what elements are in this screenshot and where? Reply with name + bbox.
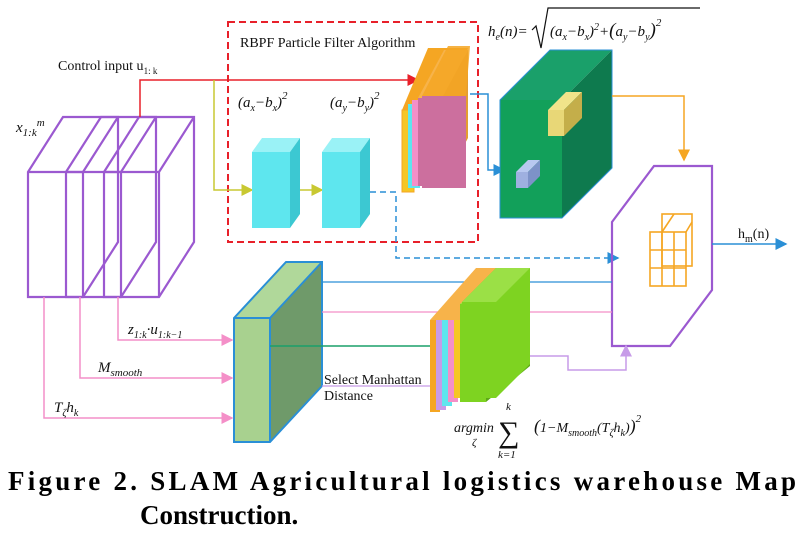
rbpf-stack: [401, 46, 470, 193]
ax-bx-label: (ax−bx)2: [238, 90, 288, 114]
caption-line-1: Figure 2. SLAM Agricultural logistics wa…: [8, 466, 796, 496]
argmin-label: argmin: [454, 421, 494, 436]
control-input-arrow: [139, 74, 420, 117]
rbpf-box: [227, 21, 479, 243]
input-frame-stack: [26, 115, 196, 299]
select-manhattan-label-2: Distance: [324, 389, 373, 404]
input-frame-2: [64, 115, 158, 299]
he-formula: he(n)=: [488, 24, 528, 43]
m-smooth-label: Msmooth: [97, 360, 143, 379]
caption-line-2: Construction.: [140, 500, 298, 530]
green-block-yellow-cube: [548, 92, 582, 136]
orange-arrow: [612, 95, 690, 162]
pink-arrow-z: [117, 297, 234, 346]
lime-stack: [430, 268, 530, 412]
cyan-block-2: [322, 138, 370, 228]
olive-block: [233, 261, 323, 443]
sum-body: (1−Msmooth(Tζhk))2: [534, 413, 642, 439]
blue-arrow-to-green: [470, 93, 506, 176]
rbpf-title: RBPF Particle Filter Algorithm: [240, 36, 416, 51]
hm-output-label: hm(n): [738, 227, 769, 245]
output-frame: [610, 164, 714, 348]
pink-arrow-tzeta: [43, 297, 234, 424]
sum-sign: ∑: [498, 416, 519, 449]
argmin-sub: ζ: [472, 437, 478, 449]
sum-top: k: [506, 401, 512, 413]
purple-arrow-to-output: [530, 344, 632, 371]
z-input-label: z1:k·u1:k−1: [127, 322, 182, 341]
input-frame-3: [102, 115, 196, 299]
he-formula-body: (ax−bx)2+(ay−by)2: [550, 17, 662, 43]
t-zeta-label: Tζhk: [54, 400, 79, 419]
x-input-label: x1:km: [15, 117, 45, 139]
green-block-blue-cube: [516, 160, 540, 188]
pink-arrow-msmooth: [79, 297, 234, 384]
green-block: [499, 49, 613, 219]
control-input-label: Control input u1: k: [58, 59, 158, 76]
yellow-arrow-1: [213, 80, 254, 196]
select-manhattan-label-1: Select Manhattan: [324, 373, 422, 388]
he-sqrt-sign: [531, 7, 700, 49]
cyan-block-1: [252, 138, 300, 228]
sum-bottom: k=1: [498, 449, 516, 461]
blue-dashed-link: [370, 191, 620, 264]
output-grid: [649, 213, 693, 287]
ay-by-label: (ay−by)2: [330, 90, 380, 114]
